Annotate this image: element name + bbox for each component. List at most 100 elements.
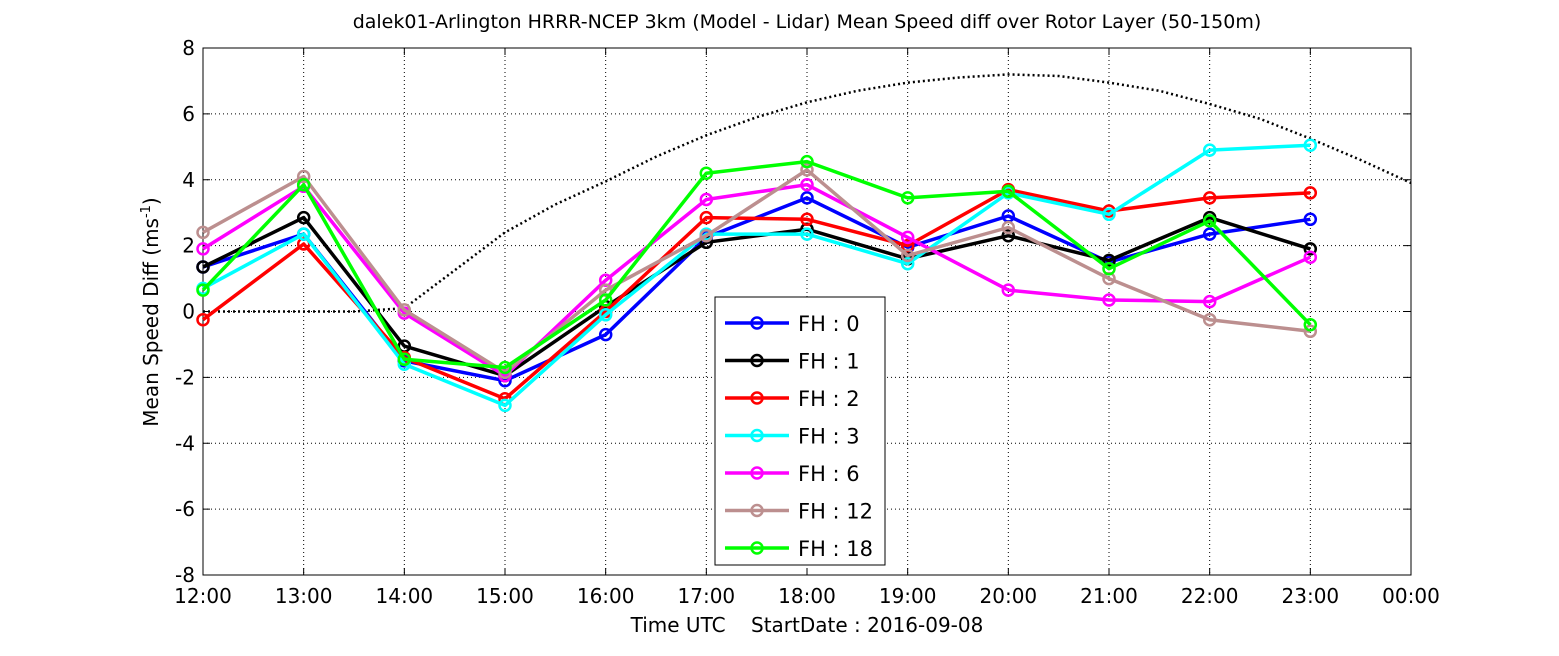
data-point xyxy=(1303,324,1318,339)
data-point xyxy=(296,177,311,192)
data-point xyxy=(598,327,613,342)
x-tick-label: 17:00 xyxy=(678,584,736,608)
data-point xyxy=(196,225,210,240)
series-group xyxy=(196,138,1318,413)
x-tick-labels: 12:00 13:00 14:00 15:00 16:00 17:00 18:00 19:00… xyxy=(174,584,1440,608)
legend-item: FH : 0 xyxy=(725,312,860,336)
x-tick-label: 20:00 xyxy=(980,584,1038,608)
y-tick-label: -8 xyxy=(175,563,195,587)
data-point xyxy=(1202,312,1217,327)
data-point xyxy=(900,256,915,271)
data-point xyxy=(1202,214,1217,228)
data-point xyxy=(196,283,210,297)
data-point xyxy=(598,293,613,307)
legend-label: FH : 3 xyxy=(798,425,860,449)
x-tick-label: 15:00 xyxy=(476,584,534,608)
legend-swatch-marker xyxy=(750,466,764,480)
data-point xyxy=(296,169,311,184)
legend-swatch-marker xyxy=(750,391,764,405)
x-tick-label: 18:00 xyxy=(778,584,836,608)
data-point xyxy=(1303,242,1318,256)
series-line xyxy=(201,159,1312,370)
data-point xyxy=(900,230,915,245)
data-point xyxy=(800,227,814,241)
data-point xyxy=(296,227,311,241)
data-point xyxy=(800,154,814,169)
legend-label: FH : 6 xyxy=(798,462,860,486)
data-point xyxy=(699,228,714,243)
data-point xyxy=(1102,293,1116,307)
series-line xyxy=(202,168,1311,375)
data-point xyxy=(1001,228,1016,243)
data-point xyxy=(800,163,814,177)
y-tick-label: 0 xyxy=(182,300,195,324)
x-tick-label: 21:00 xyxy=(1080,584,1138,608)
legend-item: FH : 18 xyxy=(725,537,873,561)
legend-item: FH : 1 xyxy=(725,350,860,374)
data-point xyxy=(1303,138,1318,152)
legend-swatch-marker xyxy=(750,428,764,443)
data-point xyxy=(1001,283,1016,297)
legend-label: FH : 18 xyxy=(798,537,873,561)
y-tick-label: 2 xyxy=(182,234,195,258)
data-point xyxy=(699,192,714,207)
data-point xyxy=(1102,253,1116,268)
x-tick-label: 19:00 xyxy=(879,584,937,608)
data-point xyxy=(1102,207,1116,222)
data-point xyxy=(1303,317,1318,332)
x-tick-label: 22:00 xyxy=(1181,584,1239,608)
legend-item: FH : 6 xyxy=(725,462,860,486)
y-axis-label: Mean Speed Diff (ms-1) xyxy=(139,197,163,426)
series-line xyxy=(201,187,1311,401)
data-point xyxy=(397,303,412,317)
x-axis-label: Time UTC StartDate : 2016-09-08 xyxy=(630,613,984,637)
y-tick-label: 4 xyxy=(182,168,195,192)
legend-item: FH : 12 xyxy=(725,500,873,524)
legend-label: FH : 12 xyxy=(798,500,873,524)
legend-swatch-marker xyxy=(750,353,764,368)
series-line xyxy=(202,182,1312,378)
data-point xyxy=(196,260,210,274)
legend-label: FH : 0 xyxy=(798,312,860,336)
data-point xyxy=(800,212,814,227)
y-tick-label: 6 xyxy=(182,102,195,126)
data-point xyxy=(498,398,512,413)
data-point xyxy=(498,360,512,375)
data-point xyxy=(1001,184,1016,199)
data-point xyxy=(1102,261,1116,276)
y-tick-label: -2 xyxy=(175,365,195,389)
data-point xyxy=(1001,220,1016,235)
series-3 xyxy=(196,138,1318,413)
y-axis-label-superscript: -1 xyxy=(139,205,154,218)
x-tick-label: 00:00 xyxy=(1382,584,1440,608)
x-tick-label: 16:00 xyxy=(577,584,635,608)
legend-box xyxy=(714,296,886,566)
data-point xyxy=(800,191,814,205)
data-point xyxy=(1202,294,1217,309)
data-point xyxy=(1202,191,1217,205)
chart-title: dalek01-Arlington HRRR-NCEP 3km (Model -… xyxy=(353,11,1262,33)
series-line xyxy=(202,143,1311,408)
legend: FH : 0 FH : 1 FH : 2 FH : 3 FH : 6 FH : 12 FH … xyxy=(714,296,886,566)
legend-swatch-marker xyxy=(750,503,764,518)
data-point xyxy=(699,166,714,180)
data-point xyxy=(900,191,915,205)
x-tick-label: 23:00 xyxy=(1282,584,1340,608)
axis-ticks xyxy=(202,47,1412,576)
x-tick-label: 14:00 xyxy=(376,584,434,608)
x-tick-label: 13:00 xyxy=(275,584,333,608)
y-axis-label-main: Mean Speed Diff (ms xyxy=(139,218,163,427)
legend-item: FH : 3 xyxy=(725,425,860,449)
data-point xyxy=(397,352,412,367)
data-point xyxy=(196,312,210,327)
data-point xyxy=(1303,250,1318,264)
data-point xyxy=(296,210,311,225)
y-tick-label: 8 xyxy=(182,36,195,60)
y-tick-label: -4 xyxy=(175,431,195,455)
data-point xyxy=(1202,227,1217,241)
legend-label: FH : 2 xyxy=(798,387,860,411)
y-axis-label-end: ) xyxy=(139,197,163,205)
y-tick-label: -6 xyxy=(175,497,195,521)
data-point xyxy=(196,242,210,256)
data-point xyxy=(900,248,915,263)
